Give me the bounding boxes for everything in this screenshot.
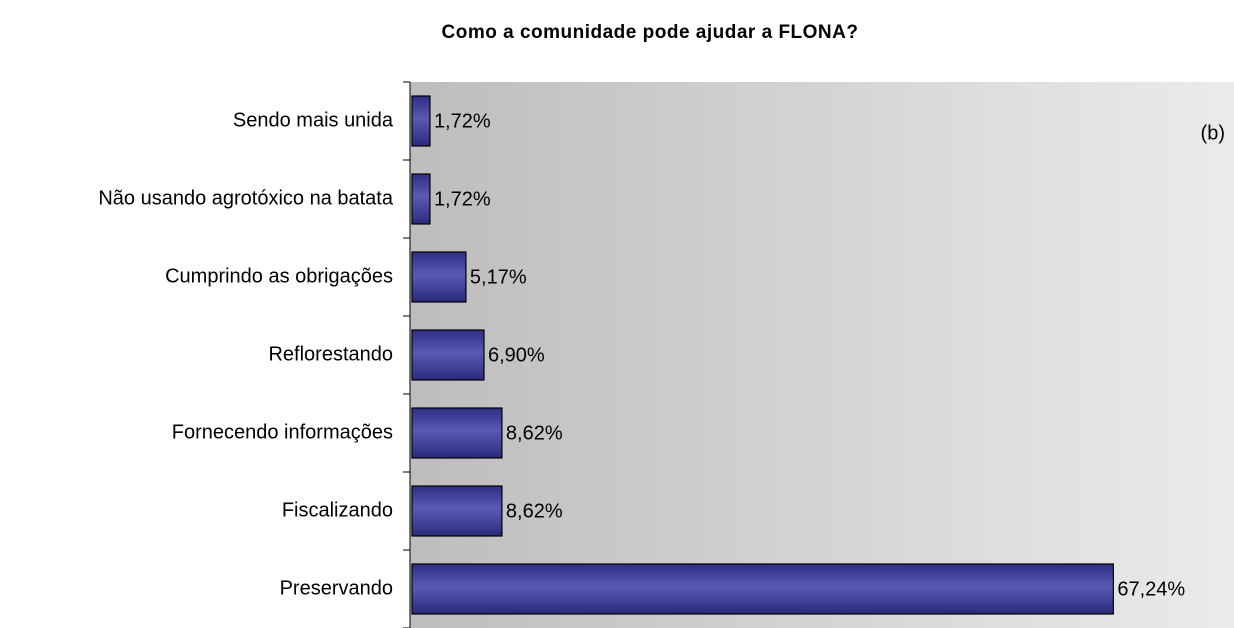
y-tick-label: Sendo mais unida [233, 109, 394, 131]
data-label: 1,72% [434, 110, 491, 132]
y-tick-label: Não usando agrotóxico na batata [98, 187, 394, 209]
annotation: (b) [1201, 122, 1225, 144]
y-tick-label: Preservando [280, 577, 393, 599]
data-label: 5,17% [470, 266, 527, 288]
chart-title: Como a comunidade pode ajudar a FLONA? [442, 22, 859, 43]
bar [411, 95, 431, 147]
bar [411, 251, 467, 303]
bar [411, 329, 485, 381]
data-label: 8,62% [506, 500, 563, 522]
data-label: 67,24% [1117, 578, 1185, 600]
y-tick-label: Cumprindo as obrigações [165, 265, 393, 287]
y-tick-label: Fiscalizando [282, 499, 393, 521]
bar [411, 563, 1114, 615]
data-label: 1,72% [434, 188, 491, 210]
bar [411, 407, 503, 459]
plot-area [410, 82, 1234, 628]
y-tick-label: Reflorestando [268, 343, 393, 365]
y-tick-label: Fornecendo informações [172, 421, 393, 443]
data-label: 8,62% [506, 422, 563, 444]
bar [411, 485, 503, 537]
data-label: 6,90% [488, 344, 545, 366]
bar [411, 173, 431, 225]
